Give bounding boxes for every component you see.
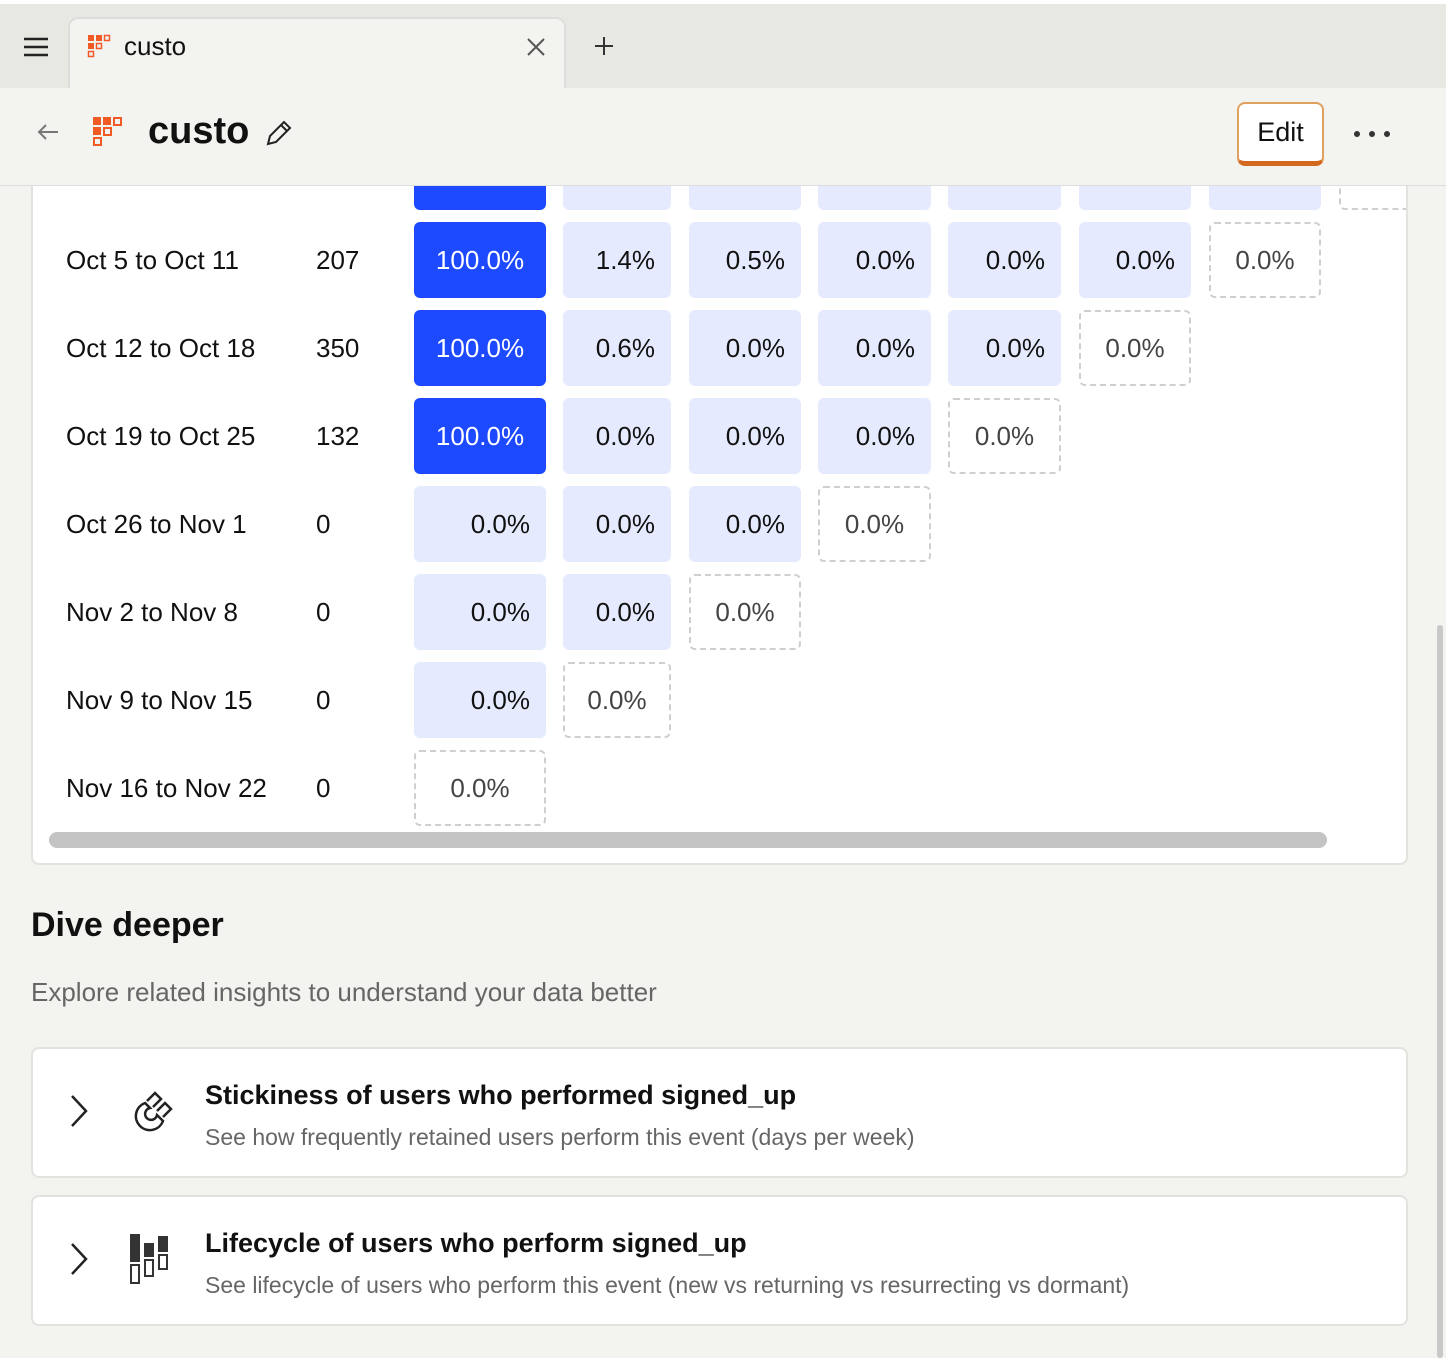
retention-cell: 0.0% <box>818 398 931 474</box>
retention-cell: 100.0% <box>414 222 546 298</box>
row-label: Oct 5 to Oct 11 <box>66 245 239 275</box>
row-count: 0 <box>316 685 331 715</box>
insight-card[interactable]: Lifecycle of users who perform signed_up… <box>31 1195 1408 1326</box>
retention-cell: 0.0% <box>414 574 546 650</box>
insight-card[interactable]: Stickiness of users who performed signed… <box>31 1047 1408 1178</box>
retention-cell: 0.0% <box>689 310 801 386</box>
insight-title: custo <box>148 110 250 152</box>
row-count: 0 <box>316 597 331 627</box>
retention-cell: 0.0% <box>563 486 671 562</box>
card-description: See how frequently retained users perfor… <box>205 1124 915 1150</box>
retention-cell: 0.0% <box>818 310 931 386</box>
menu-button[interactable] <box>22 36 50 58</box>
row-label: Nov 9 to Nov 15 <box>66 685 253 715</box>
section-subtitle: Explore related insights to understand y… <box>31 977 657 1007</box>
chevron <box>71 1243 88 1275</box>
row-count: 0 <box>316 773 331 803</box>
retention-cell: 0.0% <box>563 398 671 474</box>
active-tab[interactable] <box>68 17 566 92</box>
row-label: Oct 19 to Oct 25 <box>66 421 256 451</box>
retention-cell: 0.0% <box>948 310 1061 386</box>
retention-cell: 0.6% <box>563 310 671 386</box>
lifecycle-icon <box>130 1234 168 1284</box>
tab-close[interactable] <box>526 37 546 57</box>
retention-cell: 0.0% <box>818 486 931 562</box>
retention-cell: 0.0% <box>948 398 1061 474</box>
more-button[interactable] <box>1352 128 1392 140</box>
row-count: 350 <box>316 333 360 363</box>
retention-cell: 0.5% <box>689 222 801 298</box>
retention-cell: 0.0% <box>689 486 801 562</box>
retention-cell: 0.0% <box>1079 222 1191 298</box>
retention-cell: 0.0% <box>818 222 931 298</box>
scrollbar[interactable] <box>49 832 1327 848</box>
retention-cell: 0.0% <box>563 574 671 650</box>
row-label: Nov 2 to Nov 8 <box>66 597 238 627</box>
retention-cell: 0.0% <box>948 222 1061 298</box>
retention-cell: 1.4% <box>563 222 671 298</box>
retention-cell: 0.0% <box>1079 310 1191 386</box>
row-count: 207 <box>316 245 360 275</box>
retention-cell: 0.0% <box>563 662 671 738</box>
edit-button[interactable]: Edit <box>1237 102 1324 166</box>
card-title: Stickiness of users who performed signed… <box>205 1080 797 1110</box>
retention-cell: 0.0% <box>414 486 546 562</box>
back-button[interactable] <box>36 123 60 141</box>
page-scrollbar[interactable] <box>1437 625 1443 1358</box>
chevron <box>71 1095 88 1127</box>
card-title: Lifecycle of users who perform signed_up <box>205 1228 747 1258</box>
tab-title: custo <box>124 31 187 61</box>
new-tab[interactable] <box>594 36 614 56</box>
retention-table: Oct 5 to Oct 11 207 100.0% 1.4% 0.5% 0.0% 0.0%… <box>31 100 1408 865</box>
stickiness-icon <box>134 1091 173 1132</box>
tab-icon <box>87 34 111 58</box>
card-description: See lifecycle of users who perform this … <box>205 1272 1130 1298</box>
retention-cell: 0.0% <box>689 398 801 474</box>
retention-cell: 100.0% <box>414 310 546 386</box>
retention-cell: 0.0% <box>689 574 801 650</box>
row-count: 132 <box>316 421 360 451</box>
retention-cell: 100.0% <box>414 398 546 474</box>
retention-cell: 0.0% <box>414 750 546 826</box>
retention-cell: 0.0% <box>414 662 546 738</box>
retention-cell: 0.0% <box>1209 222 1321 298</box>
rename-button[interactable] <box>264 118 294 148</box>
row-label: Oct 26 to Nov 1 <box>66 509 247 539</box>
row-count: 0 <box>316 509 331 539</box>
section-title: Dive deeper <box>31 906 224 944</box>
row-label: Nov 16 to Nov 22 <box>66 773 267 803</box>
header: custo Edit <box>0 88 1446 186</box>
row-label: Oct 12 to Oct 18 <box>66 333 256 363</box>
insight-icon <box>93 117 122 146</box>
